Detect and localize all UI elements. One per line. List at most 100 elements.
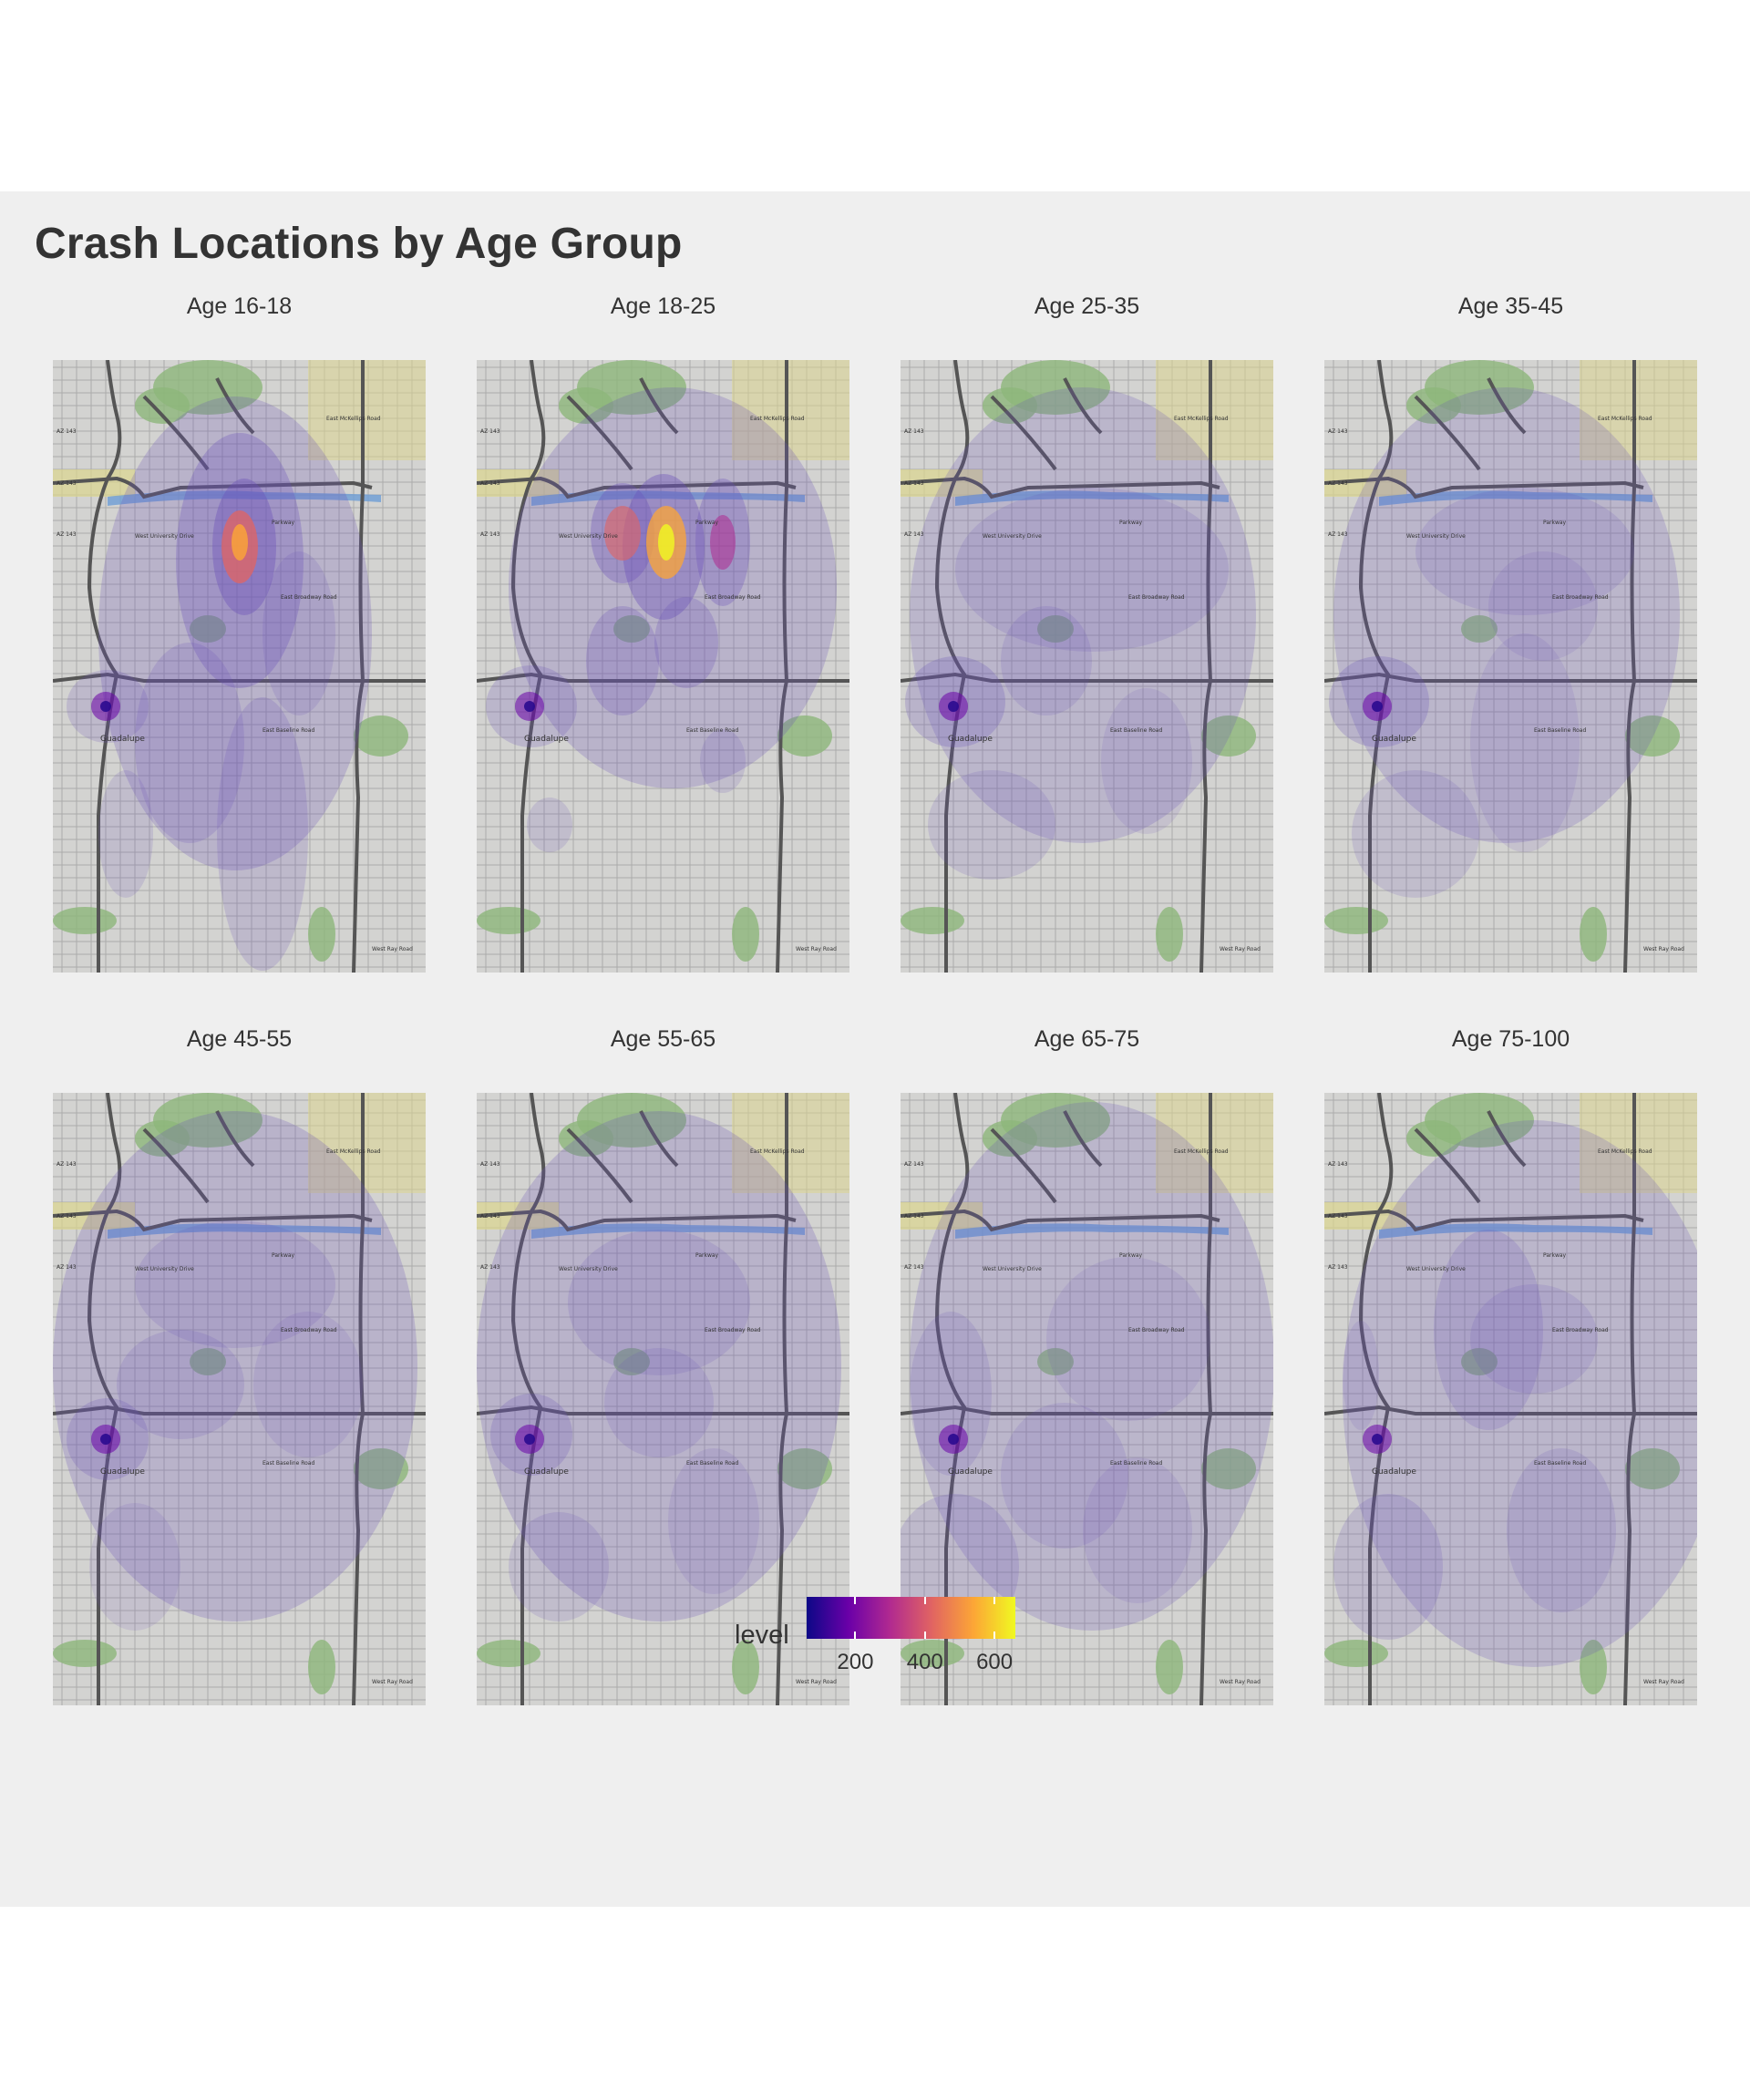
street-grid [53,1093,426,1705]
desert-area [1156,360,1273,460]
road-label: West Ray Road [1643,946,1684,952]
density-contour [1333,1494,1443,1640]
road-label: East McKellips Road [750,1148,805,1155]
road-label: West Ray Road [1220,1679,1261,1685]
road-label: East Broadway Road [281,594,337,601]
legend-tick-label: 400 [906,1650,943,1674]
road-label: West University Drive [559,1266,618,1272]
interchange-marker [100,701,111,712]
map-canvas: Guadalupe AZ 143 AZ 143 AZ 143 East McKellip… [901,360,1273,973]
crash-density [67,396,372,971]
road-label: East McKellips Road [1598,1148,1652,1155]
desert-area [308,360,426,460]
park-area [135,1120,190,1157]
density-contour [1352,770,1479,898]
park-area [190,1348,226,1375]
road-label: Parkway [1119,1252,1143,1259]
park-area [1201,715,1256,757]
legend-title: level [735,1621,789,1650]
lake [108,1223,381,1239]
lake [955,490,1229,506]
density-hotspot [710,515,736,570]
road-label: East McKellips Road [1174,416,1229,422]
road-label: West University Drive [1406,533,1466,540]
density-contour [117,1330,244,1439]
legend-tick-mark [854,1597,857,1604]
density-contour [910,387,1256,843]
street-grid [477,1093,849,1705]
density-contour [1333,387,1680,843]
highway-label: AZ 143 [904,428,924,435]
density-map-panel: Guadalupe AZ 143 AZ 143 AZ 143 East McKellip… [901,1093,1273,1705]
density-map-panel: Guadalupe AZ 143 AZ 143 AZ 143 East McKellip… [1324,1093,1697,1705]
park-area [1461,615,1498,643]
density-map-panel: Guadalupe AZ 143 AZ 143 AZ 143 East McKellip… [53,360,426,973]
density-contour [53,1111,417,1621]
density-contour [928,770,1055,880]
density-contour [1001,1403,1128,1549]
road-label: Parkway [695,520,719,526]
crash-density [486,387,837,852]
road-label: West Ray Road [1220,946,1261,952]
map-canvas: Guadalupe AZ 143 AZ 143 AZ 143 East McKellip… [477,1093,849,1705]
park-area [983,387,1037,424]
place-label: Guadalupe [1372,735,1416,744]
density-contour [509,1512,609,1621]
density-contour [1470,1284,1598,1394]
road-label: East Broadway Road [1552,1327,1609,1333]
road-label: East Baseline Road [1534,727,1586,734]
road-label: East McKellips Road [1598,416,1652,422]
map-canvas: Guadalupe AZ 143 AZ 143 AZ 143 East McKellip… [477,360,849,973]
park-area [613,615,650,643]
map-canvas: Guadalupe AZ 143 AZ 143 AZ 143 East McKellip… [1324,1093,1697,1705]
density-contour [1343,1120,1697,1667]
density-contour [98,396,372,870]
park-area [1625,715,1680,757]
road-label: East Baseline Road [686,1460,738,1467]
density-contour [604,1348,714,1457]
density-contour [253,1312,363,1457]
map-canvas: Guadalupe AZ 143 AZ 143 AZ 143 East McKellip… [1324,360,1697,973]
park-area [1406,387,1461,424]
highway-label: AZ 143 [57,428,77,435]
density-contour [1101,688,1192,834]
park-area [308,1640,335,1694]
density-contour [1083,1457,1192,1603]
facet-title: Age 16-18 [186,293,293,319]
road-label: East Broadway Road [705,594,761,601]
park-area [190,615,226,643]
lake [955,1223,1229,1239]
density-contour [586,606,659,715]
park-area [1201,1448,1256,1489]
density-contour [1434,1230,1543,1430]
interchange-marker [1372,701,1383,712]
facet-title: Age 55-65 [610,1026,716,1052]
highway-label: AZ 143 [480,1161,500,1168]
legend-tick-mark [993,1632,996,1639]
density-contour [135,1220,335,1348]
road-label: East Broadway Road [1128,1327,1185,1333]
density-hotspot [604,506,641,561]
desert-area [1580,360,1697,460]
legend-tick-label: 200 [837,1650,874,1674]
lake [1379,490,1652,506]
density-map-panel: Guadalupe AZ 143 AZ 143 AZ 143 East McKellip… [1324,360,1697,973]
density-contour [668,1448,759,1594]
facet-title: Age 35-45 [1457,293,1564,319]
road-label: Parkway [1543,520,1567,526]
road-label: East Baseline Road [1534,1460,1586,1467]
lake [1379,1223,1652,1239]
road-label: East Broadway Road [1552,594,1609,601]
park-area [1580,907,1607,962]
highway-label: AZ 143 [480,480,500,487]
highway-label: AZ 143 [480,1213,500,1220]
park-area [983,1120,1037,1157]
road-label: Parkway [272,1252,295,1259]
density-contour [1470,633,1580,852]
highway-label: AZ 143 [57,531,77,538]
lake [531,490,805,506]
map-canvas: Guadalupe AZ 143 AZ 143 AZ 143 East McKellip… [53,360,426,973]
road-label: Parkway [1119,520,1143,526]
facet-title: Age 65-75 [1034,1026,1140,1052]
road-label: West Ray Road [1643,1679,1684,1685]
